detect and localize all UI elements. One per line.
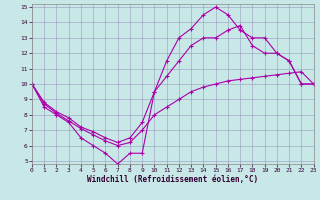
X-axis label: Windchill (Refroidissement éolien,°C): Windchill (Refroidissement éolien,°C) xyxy=(87,175,258,184)
